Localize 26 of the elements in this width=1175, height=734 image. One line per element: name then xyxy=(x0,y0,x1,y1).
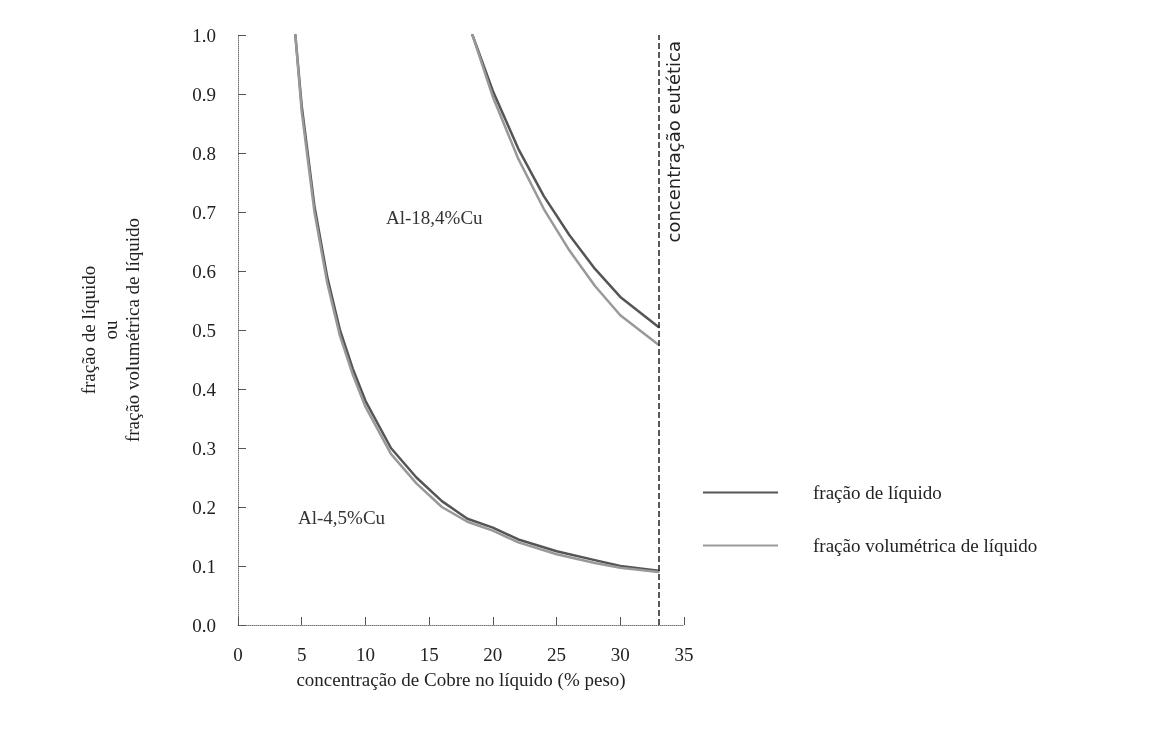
legend-label: fração de líquido xyxy=(813,482,942,503)
y-tick-label: 0.4 xyxy=(192,378,217,400)
y-tick-label: 0.0 xyxy=(192,614,216,636)
y-tick-label: 0.1 xyxy=(192,555,216,577)
y-tick-label: 1.0 xyxy=(192,24,216,46)
ref-line-label: concentração eutética xyxy=(663,41,685,243)
x-tick-label: 25 xyxy=(547,644,567,665)
x-tick-label: 10 xyxy=(355,644,375,665)
y-tick-label: 0.8 xyxy=(192,142,216,164)
x-axis-title: concentração de Cobre no líquido (% peso) xyxy=(296,669,626,691)
annotation: Al-18,4%Cu xyxy=(386,207,484,228)
y-tick-label: 0.9 xyxy=(192,83,216,105)
x-tick-label: 0 xyxy=(233,644,243,665)
x-tick-label: 15 xyxy=(419,644,439,665)
y-tick-label: 0.6 xyxy=(192,260,216,282)
y-axis-title: fração de líquido ou fração volumétrica de líquido xyxy=(77,217,143,443)
annotation: Al-4,5%Cu xyxy=(298,507,386,528)
y-tick-label: 0.5 xyxy=(192,319,216,341)
x-tick-label: 20 xyxy=(483,644,503,665)
y-tick-label: 0.7 xyxy=(192,201,216,223)
legend-label: fração volumétrica de líquido xyxy=(813,535,1038,556)
y-tick-label: 0.3 xyxy=(192,437,216,459)
x-tick-label: 35 xyxy=(674,644,694,665)
x-tick-label: 30 xyxy=(610,644,630,665)
y-tick-label: 0.2 xyxy=(192,496,216,518)
x-tick-label: 5 xyxy=(296,644,307,665)
